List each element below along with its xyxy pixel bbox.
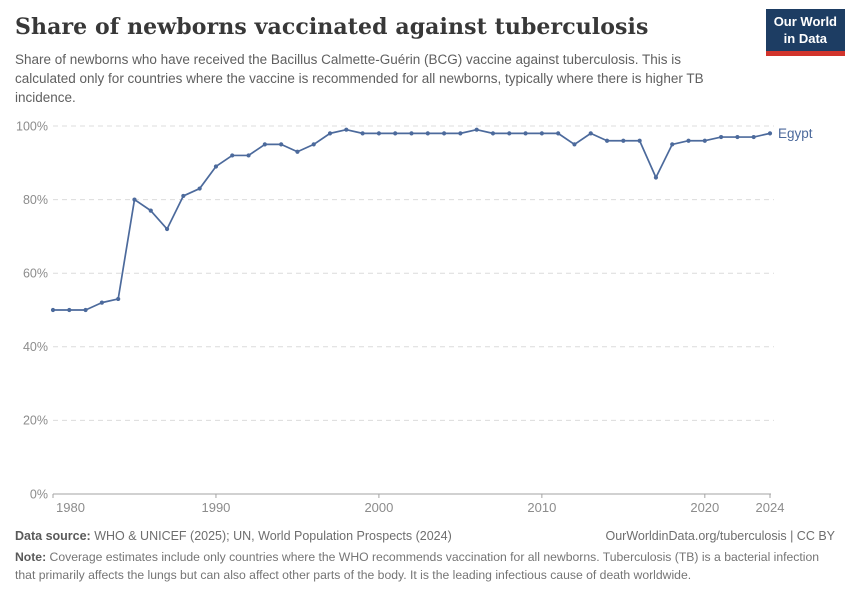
owid-logo-line2: in Data — [783, 30, 828, 46]
data-point[interactable] — [604, 138, 610, 143]
data-point[interactable] — [637, 138, 642, 143]
y-tick-label: 80% — [23, 193, 48, 207]
data-point[interactable] — [621, 138, 626, 143]
data-point[interactable] — [556, 131, 561, 136]
data-point[interactable] — [751, 134, 756, 140]
data-source-line: Data source: WHO & UNICEF (2025); UN, Wo… — [15, 529, 452, 543]
chart-title: Share of newborns vaccinated against tub… — [15, 14, 649, 40]
data-point[interactable] — [735, 134, 740, 140]
data-point[interactable] — [311, 142, 316, 147]
owid-logo-line1: Our World — [773, 14, 837, 29]
owid-license-link[interactable]: OurWorldinData.org/tuberculosis | CC BY — [605, 529, 836, 543]
data-point[interactable] — [719, 134, 724, 140]
data-point[interactable] — [490, 131, 496, 136]
data-point[interactable] — [50, 307, 56, 313]
data-source-label: Data source: — [15, 529, 91, 543]
y-tick-label: 100% — [16, 119, 48, 133]
data-point[interactable] — [99, 300, 104, 305]
y-tick-label: 40% — [23, 340, 48, 354]
data-point[interactable] — [686, 138, 691, 143]
data-point[interactable] — [197, 186, 202, 191]
data-point[interactable] — [393, 131, 398, 136]
series-line-egypt[interactable] — [53, 128, 771, 311]
data-point[interactable] — [327, 131, 333, 136]
y-tick-label: 20% — [23, 414, 48, 428]
x-tick-label: 2010 — [527, 500, 556, 515]
data-point[interactable] — [441, 131, 447, 136]
data-point[interactable] — [83, 307, 88, 313]
data-point[interactable] — [295, 149, 300, 154]
data-point[interactable] — [164, 226, 170, 232]
data-point[interactable] — [132, 197, 137, 202]
data-point[interactable] — [670, 142, 675, 147]
data-point[interactable] — [409, 131, 414, 136]
chart-footer: Data source: WHO & UNICEF (2025); UN, Wo… — [15, 529, 835, 584]
x-tick-label: 2024 — [756, 500, 785, 515]
data-point[interactable] — [474, 127, 479, 132]
data-point[interactable] — [181, 193, 186, 199]
footnote: Note: Coverage estimates include only co… — [15, 549, 835, 584]
data-point[interactable] — [230, 153, 235, 158]
owid-logo[interactable]: Our World in Data — [765, 9, 845, 57]
y-tick-label: 60% — [23, 267, 48, 281]
data-point[interactable] — [148, 208, 153, 213]
chart-subtitle: Share of newborns who have received the … — [15, 52, 704, 106]
x-tick-label: 1990 — [201, 500, 230, 515]
data-point[interactable] — [767, 131, 773, 136]
data-point[interactable] — [67, 307, 72, 313]
data-point[interactable] — [262, 142, 267, 147]
data-point[interactable] — [425, 131, 430, 136]
footnote-text: Coverage estimates include only countrie… — [15, 550, 820, 582]
x-tick-label: 2000 — [364, 500, 393, 515]
x-tick-label: 2020 — [690, 500, 719, 515]
data-point[interactable] — [458, 131, 463, 136]
series-label[interactable]: Egypt — [778, 126, 813, 141]
data-point[interactable] — [360, 131, 365, 136]
data-point[interactable] — [279, 142, 284, 147]
data-point[interactable] — [376, 131, 382, 136]
data-point[interactable] — [246, 153, 251, 158]
footnote-label: Note: — [15, 550, 47, 564]
y-tick-label: 0% — [30, 487, 48, 501]
data-point[interactable] — [523, 131, 528, 136]
data-point[interactable] — [507, 131, 512, 136]
data-point[interactable] — [588, 131, 593, 136]
data-point[interactable] — [539, 131, 544, 136]
data-point[interactable] — [344, 127, 349, 132]
data-point[interactable] — [572, 142, 577, 147]
data-point[interactable] — [116, 296, 121, 302]
data-point[interactable] — [213, 164, 219, 169]
chart-header: Share of newborns vaccinated against tub… — [15, 8, 845, 107]
data-point[interactable] — [702, 138, 707, 143]
data-point[interactable] — [653, 175, 659, 180]
x-tick-label: 1980 — [56, 500, 85, 515]
data-source-text: WHO & UNICEF (2025); UN, World Populatio… — [90, 529, 452, 543]
